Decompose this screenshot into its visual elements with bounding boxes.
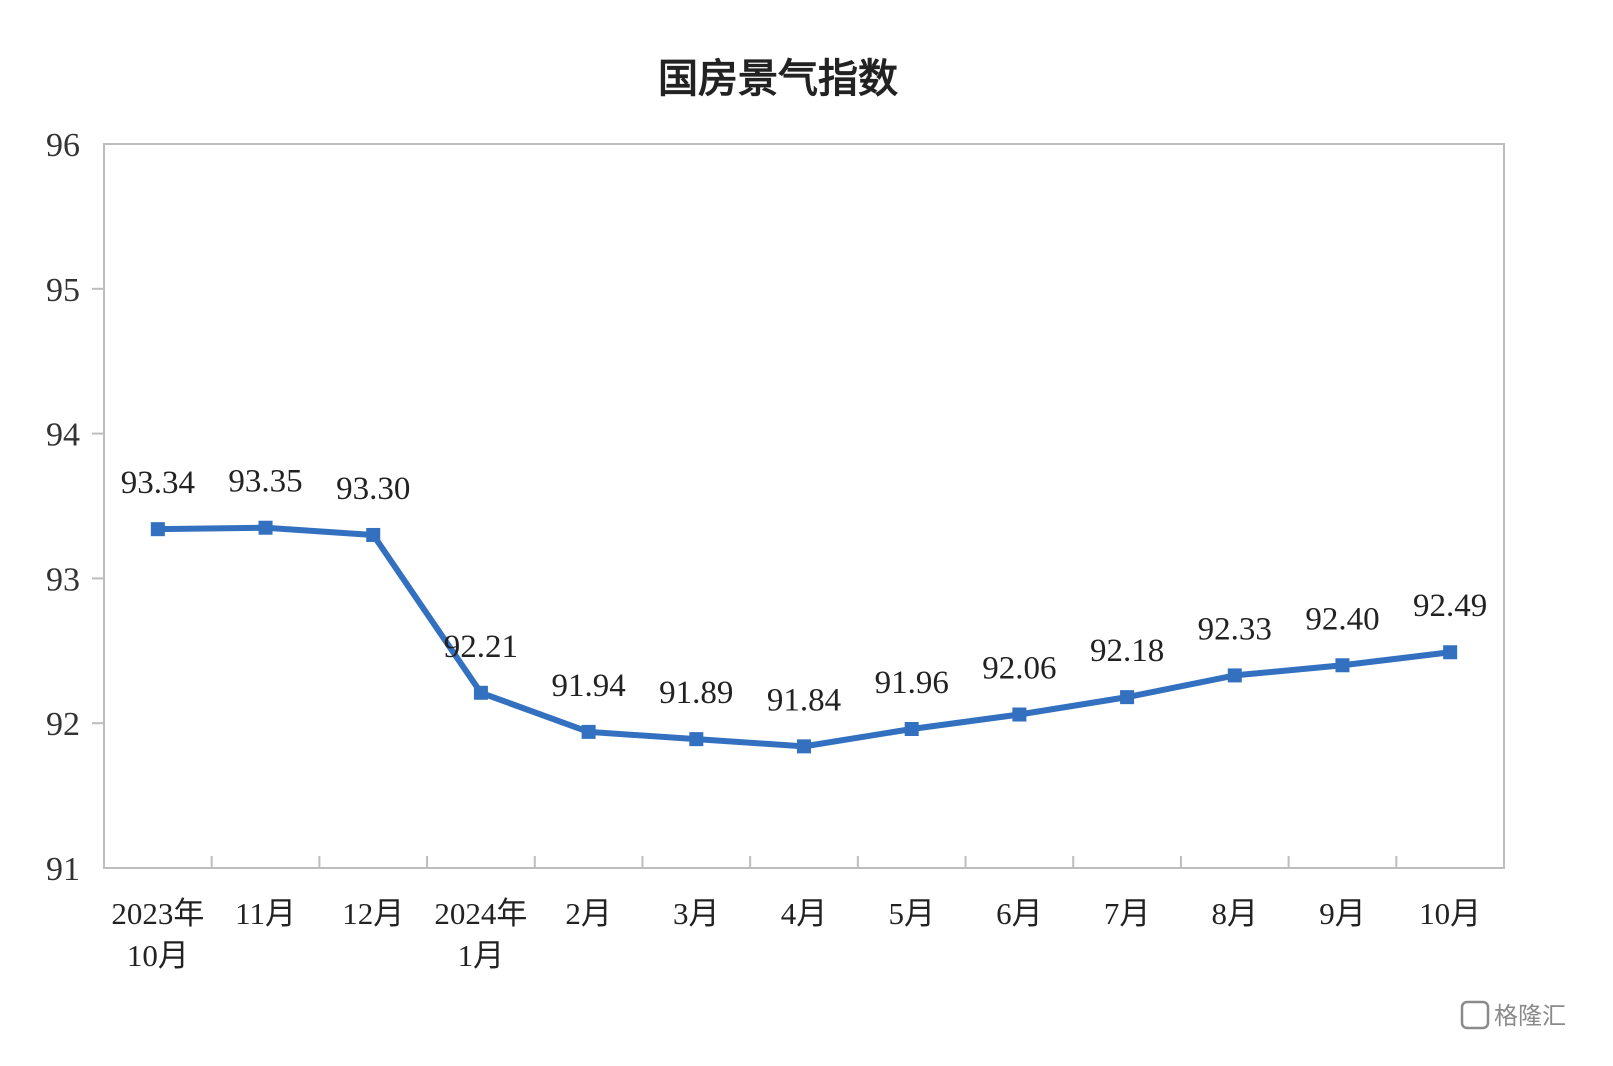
x-tick-label-line: 6月 (996, 896, 1043, 931)
data-label: 93.30 (336, 471, 410, 507)
data-point (1120, 690, 1135, 705)
x-tick-label: 6月 (996, 896, 1043, 931)
x-tick-label-line: 5月 (888, 896, 935, 931)
x-tick-label: 7月 (1104, 896, 1151, 931)
x-tick-label-line: 1月 (458, 938, 505, 973)
data-point (689, 732, 704, 747)
plot-frame (103, 143, 1505, 869)
x-tick-label-line: 2024年 (434, 896, 527, 931)
data-point (258, 520, 273, 535)
x-tick-label-line: 7月 (1104, 896, 1151, 931)
x-tick-label: 3月 (673, 896, 720, 931)
x-tick-label-line: 9月 (1319, 896, 1366, 931)
x-tick-label-line: 8月 (1212, 896, 1259, 931)
x-tick-label: 10月 (1419, 896, 1481, 931)
x-tick-label: 2023年 10月 (111, 896, 204, 973)
x-tick-label-line: 11月 (235, 896, 296, 931)
series-line-group (150, 520, 1458, 754)
data-label: 92.49 (1413, 588, 1487, 624)
x-tick-label: 2024年 1月 (434, 896, 527, 973)
x-tick-label-line: 2月 (565, 896, 612, 931)
x-axis: 2023年 10月 11月 12月 2024年 1月 2月 3月 4月 5月 6月 7月 8月 9月 10月 (111, 856, 1481, 973)
data-label-group: 93.34 93.35 93.30 92.21 91.94 91.89 91.84 91.96… (121, 464, 1488, 719)
data-label: 91.94 (551, 668, 625, 704)
data-point (150, 522, 165, 537)
x-tick-label-line: 4月 (781, 896, 828, 931)
data-label: 92.06 (982, 651, 1056, 687)
x-tick-label-line: 2023年 (111, 896, 204, 931)
data-label: 92.33 (1198, 611, 1272, 647)
data-label: 92.21 (444, 629, 518, 665)
data-point (581, 724, 596, 739)
data-point (1335, 658, 1350, 673)
data-point (797, 739, 811, 754)
data-label: 93.35 (228, 464, 302, 500)
data-label: 91.84 (767, 682, 841, 718)
x-tick-label: 5月 (888, 896, 935, 931)
data-label: 91.96 (875, 665, 949, 701)
x-tick-label: 9月 (1319, 896, 1366, 931)
data-label: 92.40 (1305, 601, 1379, 637)
y-tick-label: 95 (46, 272, 80, 309)
glh-logo-icon (1460, 1000, 1490, 1030)
watermark: 格隆汇 (1460, 1000, 1566, 1030)
x-tick-label-line: 10月 (127, 938, 189, 973)
y-tick-label: 96 (46, 127, 80, 164)
x-tick-label: 4月 (781, 896, 828, 931)
x-tick-label-line: 12月 (342, 896, 404, 931)
y-tick-label: 93 (46, 561, 80, 598)
data-point (1443, 645, 1458, 660)
x-tick-label-line: 10月 (1419, 896, 1481, 931)
x-tick-label: 8月 (1212, 896, 1259, 931)
watermark-text: 格隆汇 (1494, 1002, 1566, 1030)
data-label: 91.89 (659, 675, 733, 711)
x-tick-label: 12月 (342, 896, 404, 931)
y-tick-label: 91 (46, 851, 80, 888)
data-label: 92.18 (1090, 633, 1164, 669)
chart-title: 国房景气指数 (658, 56, 898, 102)
data-point (904, 721, 919, 736)
data-point (366, 527, 381, 542)
x-tick-label-line: 3月 (673, 896, 720, 931)
data-point (473, 685, 488, 700)
data-point (1012, 707, 1027, 722)
x-tick-label: 11月 (235, 896, 296, 931)
y-tick-label: 94 (46, 417, 80, 454)
data-point (1227, 668, 1242, 683)
y-tick-label: 92 (46, 706, 80, 743)
y-axis: 91 92 93 94 95 96 (46, 127, 104, 888)
x-tick-label: 2月 (565, 896, 612, 931)
data-label: 93.34 (121, 465, 195, 501)
